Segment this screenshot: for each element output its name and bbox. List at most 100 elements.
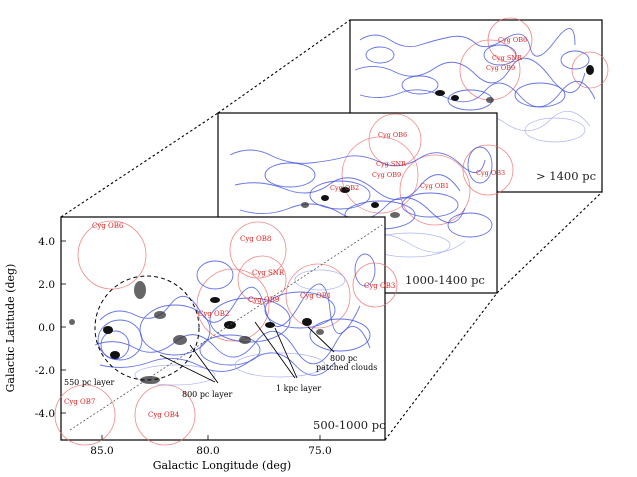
near-contour xyxy=(196,260,234,290)
connector-top-left-mid-far xyxy=(217,19,351,114)
arrow-1kpc-b xyxy=(274,327,298,379)
annot-patched-2: patched clouds xyxy=(316,363,377,372)
xtick-label: 75.0 xyxy=(308,445,331,457)
mid-contour xyxy=(234,174,461,200)
near-contour xyxy=(99,283,361,334)
near-cloud xyxy=(210,297,220,303)
mid-label-ob9: Cyg OB9 xyxy=(372,171,401,179)
near-cloud xyxy=(224,321,236,329)
connector-top-left-near-mid xyxy=(60,112,219,218)
near-cloud xyxy=(69,319,75,325)
far-contour xyxy=(514,82,566,108)
panel-far-clouds xyxy=(435,65,594,103)
ytick-label: 2.0 xyxy=(38,279,55,291)
near-ob-circle xyxy=(229,221,287,279)
mid-cloud xyxy=(340,187,350,193)
near-label-ob3: Cyg OB3 xyxy=(364,282,395,290)
panel-near-label: 500-1000 pc xyxy=(313,418,386,432)
mid-ob-circle xyxy=(341,136,419,214)
mid-cloud xyxy=(371,202,379,208)
ytick-label: -2.0 xyxy=(35,365,55,377)
near-ob-circle xyxy=(352,262,398,308)
arrow-800pc xyxy=(159,354,216,383)
panel-far-label: > 1400 pc xyxy=(536,169,596,183)
far-cloud xyxy=(435,90,445,96)
mid-contour xyxy=(264,162,316,188)
near-label-ob9: Cyg OB9 xyxy=(248,296,279,304)
near-label-ob4: Cyg OB4 xyxy=(148,411,180,419)
panel-near-contours xyxy=(94,253,376,386)
near-contour xyxy=(99,352,336,376)
panel-mid-label: 1000-1400 pc xyxy=(405,273,485,287)
near-contour xyxy=(354,253,376,287)
mid-contour xyxy=(309,180,371,210)
near-contour xyxy=(97,319,143,361)
arrow-1kpc-a xyxy=(254,321,296,379)
panel-near-clouds xyxy=(69,281,324,384)
mid-cloud xyxy=(390,212,400,218)
near-cloud xyxy=(154,311,166,319)
far-contour xyxy=(365,46,395,64)
near-cloud xyxy=(265,322,275,328)
near-contour xyxy=(94,326,371,365)
ytick-label: 4.0 xyxy=(38,236,55,248)
near-contour xyxy=(309,318,371,352)
far-contour xyxy=(483,44,517,66)
near-contour xyxy=(294,269,346,291)
arrow-patched xyxy=(307,326,335,353)
x-tick-labels: 85.0 80.0 75.0 xyxy=(90,445,331,457)
mid-ob-circle xyxy=(462,144,514,196)
panel-near-frame xyxy=(60,216,386,441)
near-label-ob8: Cyg OB8 xyxy=(240,235,271,243)
layer-550-circle xyxy=(94,275,200,381)
near-label-ob6: Cyg OB6 xyxy=(92,222,124,230)
mid-label-ob1: Cyg OB1 xyxy=(420,182,449,190)
ytick-label: 0.0 xyxy=(38,322,55,334)
panel-far-labels: Cyg OB6 Cyg SNR Cyg OB9 xyxy=(486,36,527,72)
far-label-snr: Cyg SNR xyxy=(492,54,523,62)
mid-cloud xyxy=(301,202,309,208)
panel-mid-clouds xyxy=(301,187,400,218)
near-cloud xyxy=(103,326,113,334)
near-ob-circle xyxy=(196,268,270,342)
near-label-ob1: Cyg OB1 xyxy=(300,292,331,300)
panel-far-contours xyxy=(354,28,596,143)
near-cloud xyxy=(316,329,324,335)
near-label-snr: Cyg SNR xyxy=(252,269,285,277)
near-label-ob2: Cyg OB2 xyxy=(198,310,229,318)
near-cloud xyxy=(239,336,251,344)
annot-1kpc: 1 kpc layer xyxy=(276,384,321,393)
annot-550pc: 550 pc layer xyxy=(64,378,115,387)
far-cloud xyxy=(586,65,594,75)
panel-mid-ob-circles xyxy=(341,113,514,226)
far-cloud xyxy=(486,97,494,103)
mid-contour xyxy=(447,212,493,238)
near-contour xyxy=(199,334,261,366)
near-contour xyxy=(134,364,216,386)
panel-near: Cyg OB6 Cyg OB8 Cyg SNR Cyg OB9 Cyg OB1 … xyxy=(4,216,398,472)
connector-bottom-right-near-mid xyxy=(384,292,498,441)
x-axis-title: Galactic Longitude (deg) xyxy=(153,459,291,472)
near-cloud xyxy=(110,351,120,359)
mid-contour xyxy=(229,149,486,173)
mid-label-ob2: Cyg OB2 xyxy=(330,184,359,192)
far-contour xyxy=(560,50,590,70)
near-cloud xyxy=(173,335,187,345)
near-contour xyxy=(234,352,326,378)
annot-800pc: 800 pc layer xyxy=(182,390,233,399)
mid-label-snr: Cyg SNR xyxy=(376,160,407,168)
mid-contour xyxy=(401,192,459,218)
mid-label-ob6: Cyg OB6 xyxy=(378,131,407,139)
panel-near-labels: Cyg OB6 Cyg OB8 Cyg SNR Cyg OB9 Cyg OB1 … xyxy=(64,222,395,419)
near-cloud xyxy=(302,318,312,326)
far-ob-circle xyxy=(571,51,609,89)
far-label-ob9: Cyg OB9 xyxy=(486,64,515,72)
annotation-texts: 550 pc layer 800 pc layer 1 kpc layer 80… xyxy=(64,354,377,399)
annotation-arrows xyxy=(159,321,335,384)
connector-bottom-right-mid-far xyxy=(496,191,603,294)
mid-label-ob3: Cyg OB3 xyxy=(476,169,505,177)
far-contour xyxy=(354,57,586,93)
far-contour xyxy=(524,117,586,143)
far-contour xyxy=(359,28,576,57)
